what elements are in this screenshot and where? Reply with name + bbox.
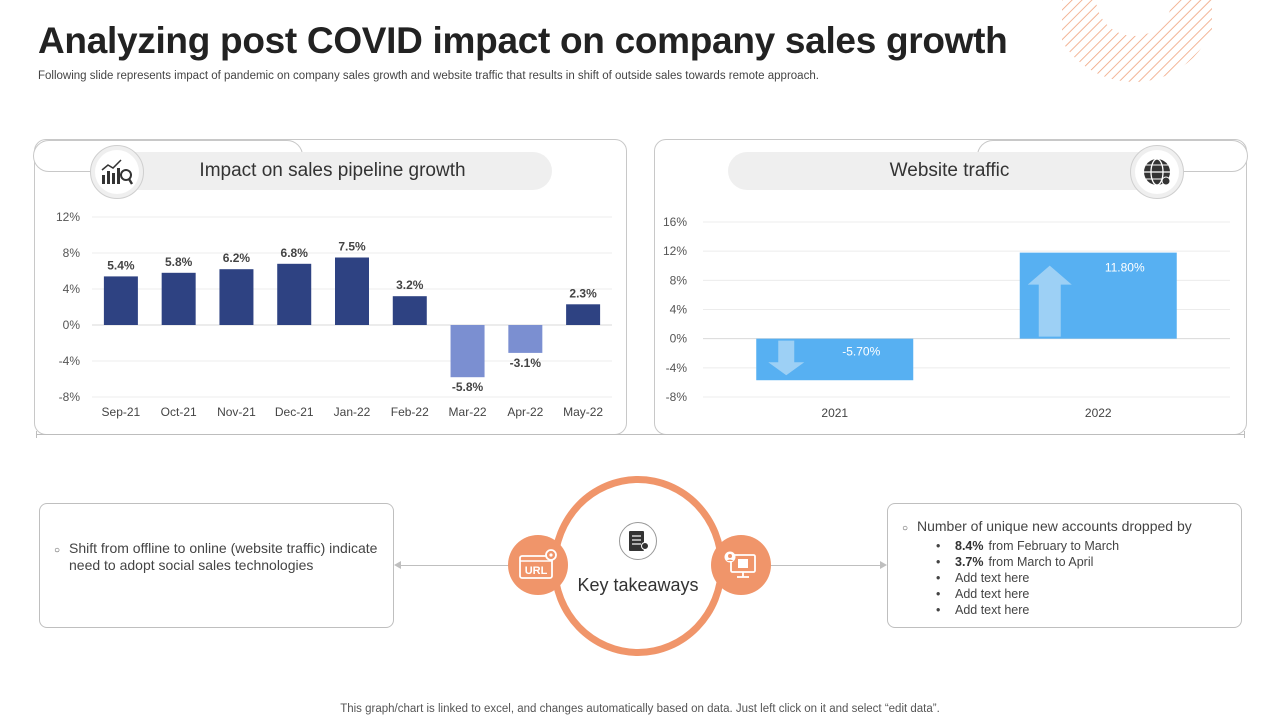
y-tick-label: 16% xyxy=(663,215,687,229)
bullet-dot-icon: • xyxy=(936,555,941,569)
x-tick-label: Feb-22 xyxy=(391,405,429,419)
circle-bullet-icon: ○ xyxy=(54,545,61,556)
data-label: -3.1% xyxy=(510,356,542,370)
bar xyxy=(161,272,196,325)
data-label: 11.80% xyxy=(1105,261,1145,275)
takeaway-right-item-text: Add text here xyxy=(955,571,1030,585)
data-label: 5.4% xyxy=(107,258,135,272)
bar xyxy=(335,257,369,325)
divider-tick-right xyxy=(1244,431,1245,438)
takeaway-right-item-text: from March to April xyxy=(988,555,1094,569)
data-label: 7.5% xyxy=(338,240,366,254)
takeaway-right-list: • 8.4% from February to March • 3.7% from Mar… xyxy=(936,538,1227,618)
bullet-dot-icon: • xyxy=(936,603,941,617)
takeaway-right-item-value: 3.7% xyxy=(955,555,984,569)
circle-bullet-icon: ○ xyxy=(902,523,909,534)
bar xyxy=(508,325,543,353)
pipeline-icon-holder xyxy=(90,145,144,199)
x-tick-label: Oct-21 xyxy=(161,405,197,419)
bullet-dot-icon: • xyxy=(936,539,941,553)
x-tick-label: Mar-22 xyxy=(449,405,487,419)
y-tick-label: -4% xyxy=(59,354,81,368)
y-tick-label: -4% xyxy=(666,361,688,375)
globe-icon xyxy=(1144,158,1171,186)
key-takeaways-ring xyxy=(551,476,725,656)
y-tick-label: 12% xyxy=(663,244,687,258)
key-takeaways-label: Key takeaways xyxy=(577,575,699,595)
bullet-dot-icon: • xyxy=(936,571,941,585)
arrow-down-icon xyxy=(768,340,805,376)
y-tick-label: -8% xyxy=(666,390,688,404)
y-tick-label: 0% xyxy=(63,318,81,332)
url-gear-icon: URL xyxy=(519,549,557,579)
bar-chart-magnifier-icon xyxy=(101,159,134,185)
connector-right xyxy=(765,565,881,566)
takeaway-right-item: • 3.7% from March to April xyxy=(936,554,1227,570)
takeaway-right-heading: Number of unique new accounts dropped by xyxy=(917,518,1192,534)
takeaway-right-item-text: from February to March xyxy=(988,539,1120,553)
x-tick-label: Apr-22 xyxy=(507,405,543,419)
bullet-dot-icon: • xyxy=(936,587,941,601)
arrow-right-icon xyxy=(880,561,887,569)
bar xyxy=(566,304,601,325)
y-tick-label: 4% xyxy=(63,282,81,296)
x-tick-label: 2021 xyxy=(821,406,848,420)
divider-tick-left xyxy=(36,431,37,438)
x-tick-label: Sep-21 xyxy=(102,405,141,419)
x-tick-label: Dec-21 xyxy=(275,405,314,419)
bar xyxy=(277,263,312,325)
connector-left xyxy=(398,565,512,566)
takeaway-right-item: • Add text here xyxy=(936,586,1227,602)
y-tick-label: 8% xyxy=(670,273,688,287)
pipeline-bar-chart: 12% 8% 4% 0% -4% -8% 5.4% Sep-21 5.8% Oct-21 6.2% N… xyxy=(56,210,612,419)
page-subtitle: Following slide represents impact of pan… xyxy=(38,70,819,82)
takeaway-right-item-text: Add text here xyxy=(955,587,1030,601)
takeaway-right-box: ○ Number of unique new accounts dropped … xyxy=(887,503,1242,628)
takeaway-left-text: Shift from offline to online (website tr… xyxy=(69,540,378,573)
decorative-hatched-circle xyxy=(1062,0,1212,82)
y-tick-label: 0% xyxy=(670,332,688,346)
y-tick-label: 4% xyxy=(670,303,688,317)
y-tick-label: 8% xyxy=(63,246,81,260)
traffic-title: Website traffic xyxy=(728,152,1171,190)
arrow-up-icon xyxy=(1027,265,1072,337)
user-monitor-badge xyxy=(711,535,771,595)
traffic-bar-chart: 16% 12% 8% 4% 0% -4% -8% -5.70% 2021 11.80% 2022 xyxy=(663,215,1230,420)
data-label: -5.70% xyxy=(842,345,880,359)
y-tick-label: -8% xyxy=(59,390,81,404)
takeaway-left-box: ○ Shift from offline to online (website … xyxy=(39,503,394,628)
ring-icon-holder xyxy=(619,522,657,560)
pipeline-title: Impact on sales pipeline growth xyxy=(113,152,552,190)
x-tick-label: 2022 xyxy=(1085,406,1112,420)
takeaway-right-item-text: Add text here xyxy=(955,603,1030,617)
user-monitor-icon xyxy=(724,551,756,578)
data-label: 6.8% xyxy=(281,246,309,260)
data-label: 2.3% xyxy=(569,286,597,300)
url-badge-text: URL xyxy=(525,565,548,577)
section-divider xyxy=(36,434,1245,435)
y-tick-label: 12% xyxy=(56,210,80,224)
bar xyxy=(392,296,427,325)
bar xyxy=(450,325,485,378)
data-label: 6.2% xyxy=(223,251,251,265)
data-label: 5.8% xyxy=(165,255,193,269)
data-label: -5.8% xyxy=(452,380,484,394)
takeaway-right-item: • 8.4% from February to March xyxy=(936,538,1227,554)
takeaway-right-item-value: 8.4% xyxy=(955,539,984,553)
traffic-icon-holder xyxy=(1130,145,1184,199)
data-label: 3.2% xyxy=(396,278,424,292)
x-tick-label: Nov-21 xyxy=(217,405,256,419)
url-badge: URL xyxy=(508,535,568,595)
server-document-icon xyxy=(629,531,649,551)
bar xyxy=(103,276,138,325)
arrow-left-icon xyxy=(394,561,401,569)
takeaway-right-item: • Add text here xyxy=(936,570,1227,586)
x-tick-label: Jan-22 xyxy=(334,405,371,419)
bar xyxy=(219,269,254,325)
page-title: Analyzing post COVID impact on company s… xyxy=(38,20,1008,61)
x-tick-label: May-22 xyxy=(563,405,603,419)
footer-note: This graph/chart is linked to excel, and… xyxy=(340,703,940,715)
takeaway-right-item: • Add text here xyxy=(936,602,1227,618)
